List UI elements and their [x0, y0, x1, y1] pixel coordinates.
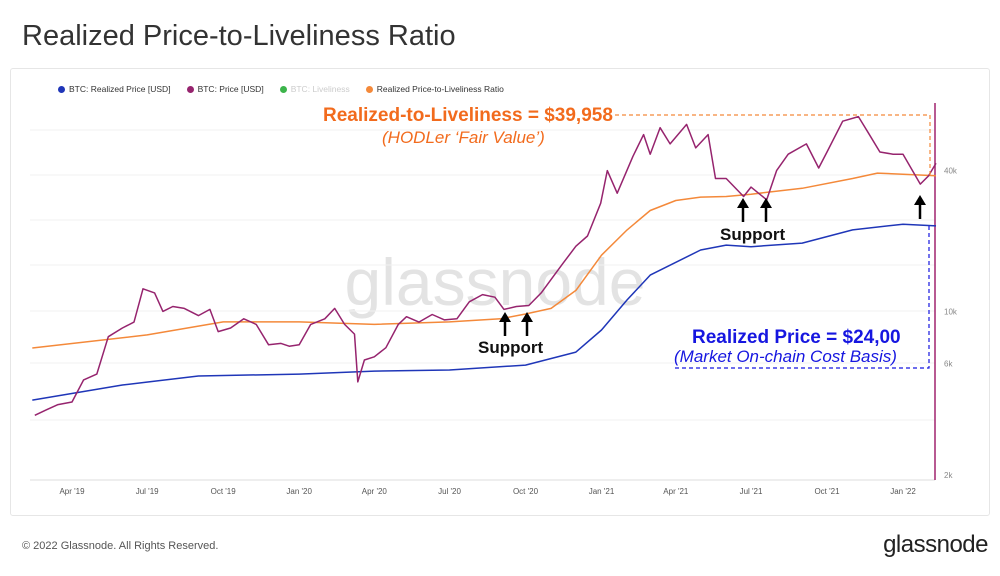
arrow-head-icon	[760, 198, 772, 208]
legend-item-ratio[interactable]: Realized Price-to-Liveliness Ratio	[365, 84, 504, 94]
chart-card	[10, 68, 990, 516]
y-tick-label: 40k	[944, 167, 958, 176]
rtl-sublabel: (HODLer ‘Fair Value’)	[382, 128, 545, 147]
support-label-2021: Support	[720, 225, 786, 244]
x-tick-label: Apr '19	[59, 487, 85, 496]
realized-price-line	[32, 223, 937, 401]
watermark: glassnode	[345, 245, 646, 319]
ratio-line	[32, 172, 937, 349]
x-tick-label: Jul '20	[438, 487, 461, 496]
x-tick-label: Oct '21	[814, 487, 840, 496]
arrow-head-icon	[914, 195, 926, 205]
rp-sublabel: (Market On-chain Cost Basis)	[674, 347, 897, 366]
support-label-2020: Support	[478, 338, 544, 357]
rp-dashed-bracket	[675, 226, 930, 369]
legend: BTC: Realized Price [USD] BTC: Price [US…	[58, 84, 504, 94]
glassnode-logo: glassnode	[883, 531, 988, 558]
y-tick-label: 2k	[944, 471, 953, 480]
legend-item-liveliness[interactable]: BTC: Liveliness	[279, 84, 350, 94]
x-tick-label: Apr '20	[362, 487, 388, 496]
legend-item-realized-price[interactable]: BTC: Realized Price [USD]	[58, 84, 171, 94]
price-line	[34, 115, 937, 416]
x-tick-label: Jul '19	[136, 487, 159, 496]
copyright: © 2022 Glassnode. All Rights Reserved.	[22, 540, 219, 552]
x-tick-label: Oct '19	[211, 487, 237, 496]
x-tick-label: Apr '21	[663, 487, 689, 496]
page-title: Realized Price-to-Liveliness Ratio	[22, 20, 456, 52]
x-tick-label: Oct '20	[513, 487, 539, 496]
arrow-head-icon	[737, 198, 749, 208]
x-tick-label: Jul '21	[740, 487, 763, 496]
x-tick-label: Jan '22	[890, 487, 916, 496]
arrow-head-icon	[499, 312, 511, 322]
x-tick-label: Jan '21	[589, 487, 615, 496]
legend-item-price[interactable]: BTC: Price [USD]	[186, 84, 264, 94]
arrow-head-icon	[521, 312, 533, 322]
x-tick-label: Jan '20	[286, 487, 312, 496]
y-tick-label: 10k	[944, 307, 958, 316]
rtl-dashed-bracket	[615, 114, 931, 176]
y-tick-label: 6k	[944, 359, 953, 368]
rtl-label: Realized-to-Liveliness = $39,958	[323, 105, 613, 126]
rp-label: Realized Price = $24,00	[692, 327, 901, 348]
